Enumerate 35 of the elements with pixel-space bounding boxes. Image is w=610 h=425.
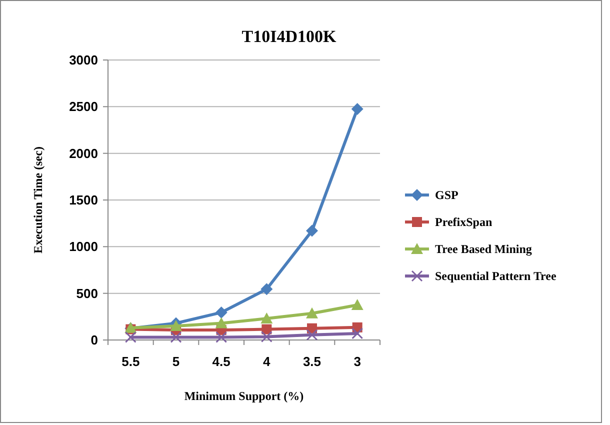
point [260,330,272,342]
x-tick-label: 4 [263,354,272,369]
y-tick-label: 500 [76,286,98,301]
x-tick-label: 5.5 [122,354,140,369]
x-tick-label: 5 [172,354,180,369]
point [306,329,318,341]
point [170,320,182,331]
x-axis-title: Minimum Support (%) [184,389,304,403]
point [352,328,364,340]
point [306,224,318,237]
point [124,331,136,343]
point [351,103,364,115]
point [215,306,228,318]
y-tick-label: 3000 [69,52,98,68]
legend-label: Tree Based Mining [435,242,532,256]
point [260,283,273,296]
point [215,317,228,328]
chart-title: T10I4D100K [242,27,337,46]
point [306,307,318,318]
point [260,312,273,324]
y-tick-label: 2500 [69,99,98,114]
y-tick-label: 2000 [69,146,98,161]
y-tick-label: 0 [90,332,98,348]
legend-label: Sequential Pattern Tree [435,269,557,284]
point [170,331,182,343]
legend-label: GSP [435,188,458,202]
x-tick-label: 4.5 [212,354,230,369]
x-tick-label: 3 [354,354,361,369]
point [216,331,228,343]
legend-label: PrefixSpan [435,215,492,230]
y-tick-label: 1500 [69,192,98,208]
y-tick-label: 1000 [69,239,98,254]
y-axis-title: Execution Time (sec) [31,146,45,254]
x-tick-label: 3.5 [302,354,322,369]
point [351,299,364,310]
